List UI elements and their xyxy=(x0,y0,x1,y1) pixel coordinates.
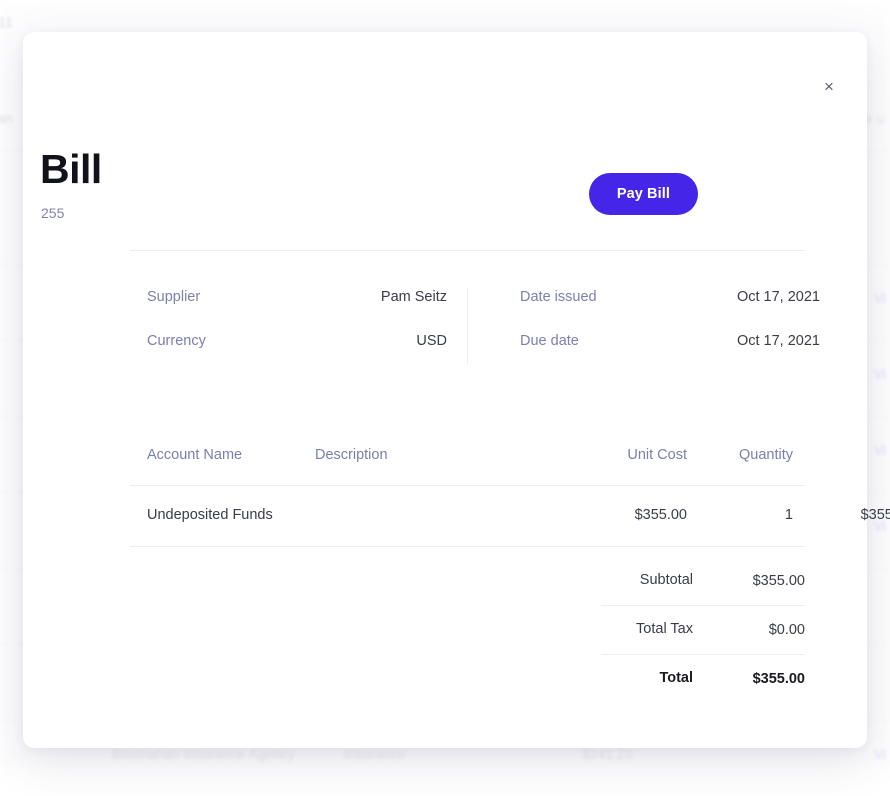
column-header-quantity: Quantity xyxy=(739,447,793,463)
header-divider xyxy=(130,250,805,251)
cell-amount: $355.00 xyxy=(860,507,890,523)
totals-row-total: Total $355.00 xyxy=(601,654,805,703)
modal-header: Bill 255 Pay Bill xyxy=(23,149,698,229)
backdrop-view-link: Vi xyxy=(873,442,886,458)
totals-row-total-tax: Total Tax $0.00 xyxy=(601,605,805,654)
subtotal-value: $355.00 xyxy=(752,573,805,589)
backdrop-table-row: Vi xyxy=(0,264,890,340)
page-title: Bill xyxy=(40,146,102,192)
date-issued-value: Oct 17, 2021 xyxy=(736,289,820,305)
table-row: Undeposited Funds $355.00 1 $355.00 xyxy=(130,507,890,537)
backdrop-cell-name: Brosnahan Insurance Agency xyxy=(112,746,295,762)
info-vertical-divider xyxy=(467,288,468,364)
backdrop-cell-desc: Insurance xyxy=(344,746,406,762)
cell-account-name: Undeposited Funds xyxy=(147,507,273,523)
backdrop-table-row: Vi xyxy=(0,492,890,568)
column-header-description: Description xyxy=(315,447,388,463)
subtotal-label: Subtotal xyxy=(639,572,693,589)
backdrop-view-link: Vi xyxy=(873,518,886,534)
backdrop-amount-text: ,11 xyxy=(0,14,14,30)
supplier-label: Supplier xyxy=(147,289,201,305)
total-label: Total xyxy=(659,670,693,687)
date-issued-label: Date issued xyxy=(520,289,597,305)
bill-number: 255 xyxy=(41,205,65,221)
backdrop-view-link: Vi xyxy=(873,746,886,762)
total-tax-value: $0.00 xyxy=(768,622,805,638)
totals-row-subtotal: Subtotal $355.00 xyxy=(601,557,805,605)
column-header-account-name: Account Name xyxy=(147,447,243,463)
backdrop-table-row: Vi xyxy=(0,340,890,416)
backdrop-cell-amount: $241.23 xyxy=(582,746,633,762)
table-row-divider xyxy=(130,546,805,547)
cell-quantity: 1 xyxy=(784,507,793,523)
due-date-value: Oct 17, 2021 xyxy=(736,333,820,349)
cell-unit-cost: $355.00 xyxy=(634,507,687,523)
backdrop-table-row: Vi xyxy=(0,416,890,492)
due-date-label: Due date xyxy=(520,333,579,349)
currency-value: USD xyxy=(416,333,447,349)
backdrop-view-link: Vi xyxy=(873,290,886,306)
currency-label: Currency xyxy=(147,333,206,349)
bill-detail-modal: × Bill 255 Pay Bill Supplier Pam Seitz C… xyxy=(23,32,890,748)
info-row-supplier: Supplier Pam Seitz xyxy=(147,288,447,332)
info-row-due-date: Due date Oct 17, 2021 xyxy=(520,332,820,376)
bill-info-section: Supplier Pam Seitz Currency USD Date iss… xyxy=(130,288,820,368)
totals-section: Subtotal $355.00 Total Tax $0.00 Total $… xyxy=(601,557,805,703)
table-header-divider xyxy=(130,485,805,486)
pay-bill-button[interactable]: Pay Bill xyxy=(588,173,698,215)
backdrop-column-header: stan xyxy=(0,110,13,126)
info-row-date-issued: Date issued Oct 17, 2021 xyxy=(520,288,820,332)
info-row-currency: Currency USD xyxy=(147,332,447,376)
total-value: $355.00 xyxy=(752,671,805,687)
bill-info-column-left: Supplier Pam Seitz Currency USD xyxy=(147,288,447,376)
bill-info-column-right: Date issued Oct 17, 2021 Due date Oct 17… xyxy=(520,288,820,376)
total-tax-label: Total Tax xyxy=(636,621,693,638)
table-header-row: Account Name Description Unit Cost Quant… xyxy=(130,447,805,477)
backdrop-table-row: Brosnahan Insurance Agency Insurance $24… xyxy=(0,720,890,796)
close-icon[interactable]: × xyxy=(824,76,834,96)
column-header-unit-cost: Unit Cost xyxy=(627,447,687,463)
backdrop-view-link: Vi xyxy=(873,366,886,382)
supplier-value: Pam Seitz xyxy=(380,289,447,305)
